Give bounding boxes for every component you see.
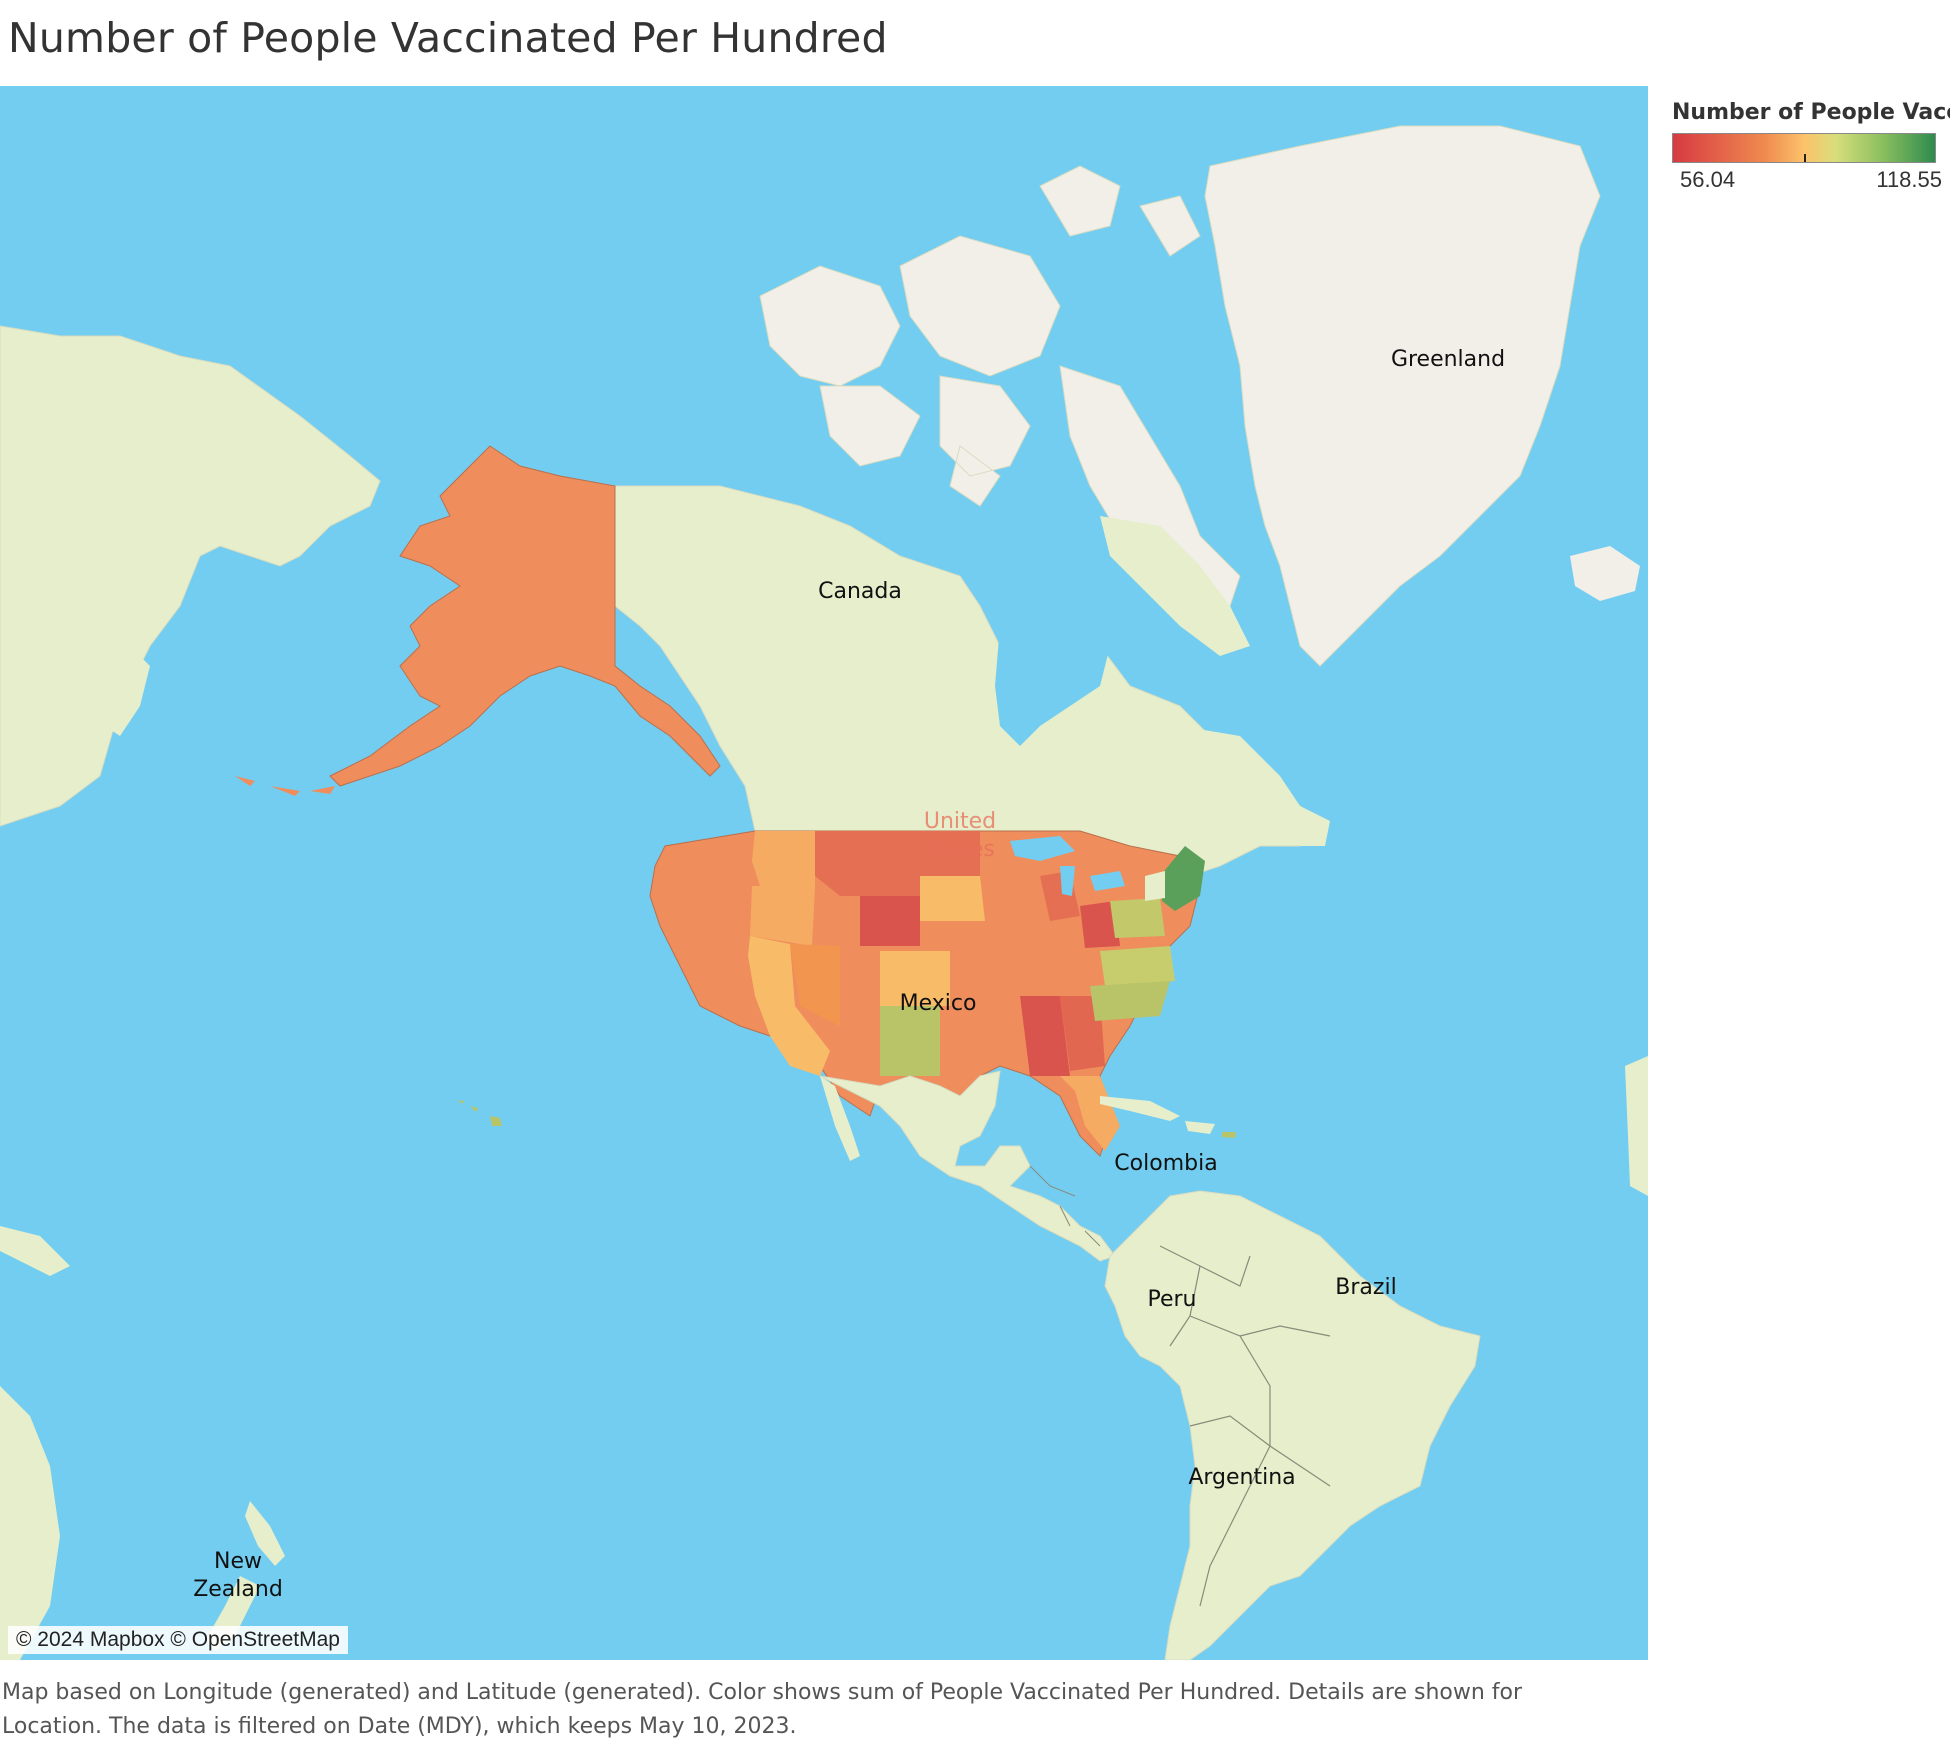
land-asia <box>0 325 381 827</box>
land-cuba <box>1100 1096 1180 1121</box>
land-hispaniola <box>1185 1121 1215 1134</box>
land-baffin <box>1100 516 1250 656</box>
land-png <box>0 1226 70 1276</box>
land-mexico <box>819 1070 1116 1262</box>
region-aleutians <box>235 776 335 796</box>
legend-max-label: 118.55 <box>1876 167 1942 192</box>
region-south-dakota[interactable] <box>920 876 985 921</box>
chart-title: Number of People Vaccinated Per Hundred <box>8 14 888 62</box>
region-virginia[interactable] <box>1100 946 1175 986</box>
label-canada: Canada <box>818 579 902 604</box>
region-new-mexico[interactable] <box>880 1006 940 1076</box>
region-washington[interactable] <box>752 831 815 886</box>
land-new-zealand <box>205 1501 285 1651</box>
label-united-states: United States <box>923 809 997 862</box>
region-new-york[interactable] <box>1145 871 1165 901</box>
borders-south-america <box>1159 1245 1331 1607</box>
land-kamchatka <box>105 646 150 736</box>
region-wyoming[interactable] <box>860 896 920 946</box>
land-greenland <box>1204 125 1601 667</box>
label-colombia: Colombia <box>1114 1151 1218 1176</box>
region-hawaii[interactable] <box>458 1100 502 1126</box>
region-north-dakota[interactable] <box>920 831 980 876</box>
land-iceland <box>1570 546 1640 601</box>
water-hudson-bay <box>995 606 1110 746</box>
map-caption: Map based on Longitude (generated) and L… <box>2 1680 1523 1739</box>
borders-central-america <box>1029 1165 1101 1247</box>
region-new-england[interactable] <box>1160 846 1205 911</box>
region-north-carolina[interactable] <box>1090 981 1170 1021</box>
legend-min-label: 56.04 <box>1680 167 1736 192</box>
label-greenland: Greenland <box>1390 347 1506 372</box>
region-colorado[interactable] <box>880 951 950 1006</box>
water-great-lakes <box>1010 836 1125 896</box>
legend-title: Number of People Vacci.. <box>1672 100 1950 125</box>
region-florida[interactable] <box>1060 1076 1120 1151</box>
region-puerto-rico[interactable] <box>1222 1132 1236 1138</box>
land-australia <box>0 1386 60 1660</box>
region-ohio[interactable] <box>1080 901 1120 948</box>
region-oregon[interactable] <box>750 886 815 946</box>
label-brazil: Brazil <box>1335 1275 1397 1300</box>
map-canvas[interactable] <box>0 86 1648 1660</box>
land-baja <box>820 1076 860 1161</box>
region-alabama[interactable] <box>1060 996 1105 1071</box>
legend-midpoint-tick <box>1804 154 1806 162</box>
label-argentina: Argentina <box>1188 1465 1296 1490</box>
land-south-america <box>1104 1190 1481 1660</box>
map-attribution[interactable]: © 2024 Mapbox © OpenStreetMap <box>8 1626 348 1654</box>
color-legend[interactable]: Number of People Vacci.. 56.04 118.55 <box>1672 100 1950 197</box>
region-california[interactable] <box>748 936 830 1076</box>
region-pennsylvania[interactable] <box>1110 898 1165 938</box>
label-peru: Peru <box>1147 1287 1197 1312</box>
region-nevada[interactable] <box>790 944 840 1026</box>
land-europe-edge <box>1625 1056 1648 1196</box>
region-mississippi[interactable] <box>1020 996 1070 1076</box>
map-view[interactable]: Greenland Canada United States Mexico Co… <box>0 86 1648 1660</box>
region-montana[interactable] <box>815 831 920 896</box>
legend-color-ramp <box>1672 133 1936 163</box>
label-new-zealand: New Zealand <box>193 1549 283 1602</box>
region-alaska[interactable] <box>329 445 721 787</box>
label-mexico: Mexico <box>899 991 977 1016</box>
land-labrador <box>1180 726 1330 846</box>
